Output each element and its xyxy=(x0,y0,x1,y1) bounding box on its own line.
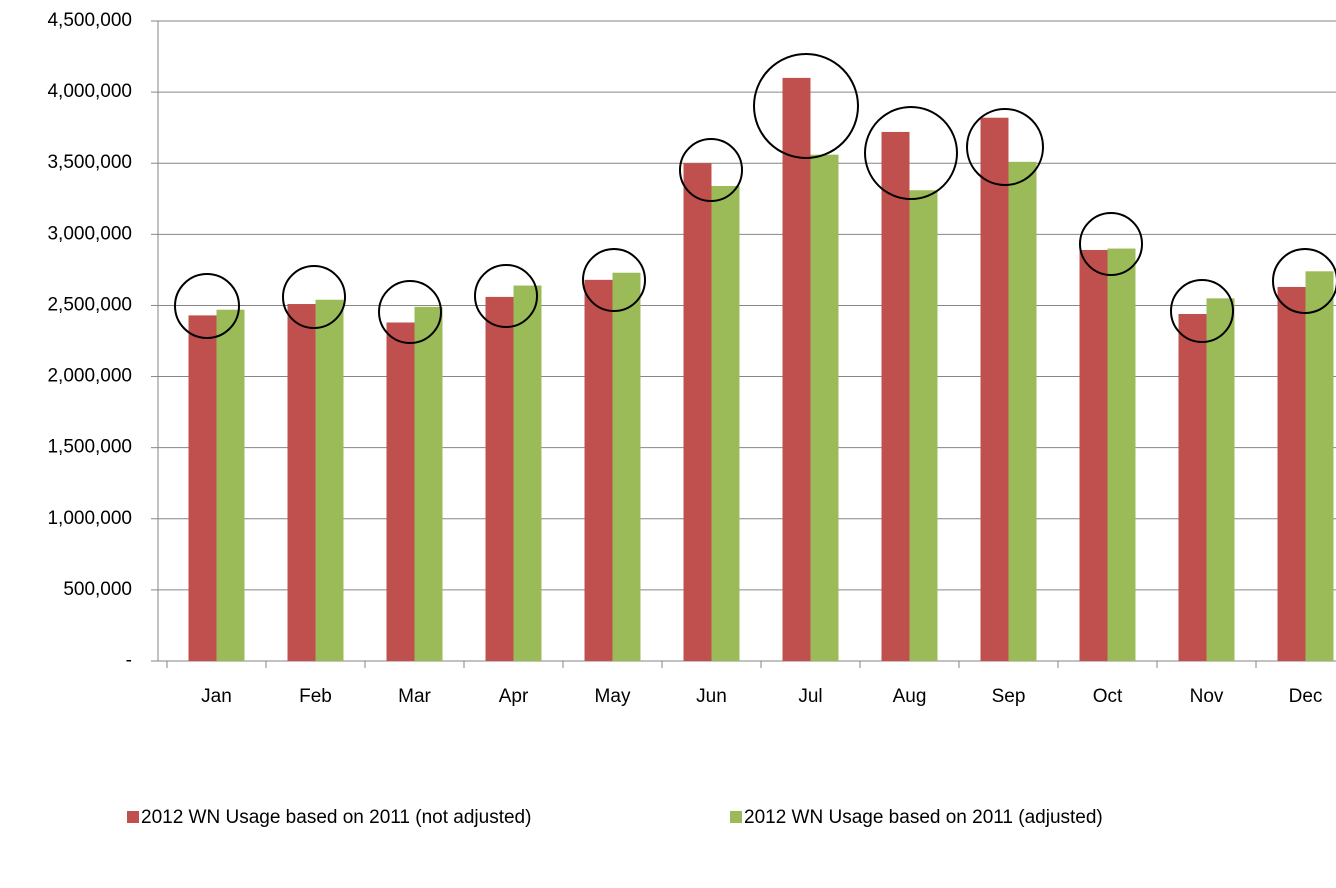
x-tick-label: Feb xyxy=(299,686,332,707)
bar xyxy=(485,296,514,661)
x-tick-label: Oct xyxy=(1093,686,1123,707)
highlight-circle xyxy=(1079,212,1143,276)
highlight-circles xyxy=(174,53,1336,344)
x-tick-label: Apr xyxy=(499,686,529,707)
legend-swatch xyxy=(127,811,139,823)
x-tick-label: Mar xyxy=(398,686,431,707)
bar xyxy=(188,315,217,661)
highlight-circle xyxy=(679,138,743,202)
highlight-circle xyxy=(966,108,1044,186)
bar xyxy=(980,117,1009,661)
highlight-circle xyxy=(378,280,442,344)
bar xyxy=(683,163,712,661)
bar xyxy=(386,322,415,661)
y-tick-label: 3,000,000 xyxy=(47,223,132,244)
bar xyxy=(1277,286,1306,661)
x-tick-label: May xyxy=(595,686,631,707)
bar xyxy=(216,309,245,661)
bar xyxy=(810,154,839,661)
bar xyxy=(1079,249,1108,661)
x-tick-label: Jan xyxy=(201,686,232,707)
x-tick-label: Nov xyxy=(1190,686,1224,707)
bar xyxy=(1206,298,1235,661)
y-tick-label: 4,500,000 xyxy=(47,10,132,31)
bar xyxy=(513,285,542,661)
legend-label: 2012 WN Usage based on 2011 (not adjuste… xyxy=(141,807,531,828)
highlight-circle xyxy=(174,273,240,339)
bar xyxy=(315,299,344,661)
bar xyxy=(612,272,641,661)
bar xyxy=(1305,271,1334,661)
highlight-circle xyxy=(282,265,346,329)
bar xyxy=(782,77,811,661)
x-tick-label: Sep xyxy=(992,686,1026,707)
highlight-circle xyxy=(582,248,646,312)
y-tick-label: 500,000 xyxy=(63,579,132,600)
x-tick-label: Aug xyxy=(893,686,927,707)
highlight-circle xyxy=(474,264,538,328)
bar xyxy=(414,306,443,661)
bar xyxy=(1107,248,1136,662)
legend-label: 2012 WN Usage based on 2011 (adjusted) xyxy=(744,807,1103,828)
highlight-circle xyxy=(1170,279,1234,343)
highlight-circle xyxy=(1272,248,1336,314)
bar xyxy=(1178,313,1207,661)
bar xyxy=(881,131,910,661)
bar xyxy=(287,304,316,661)
bar xyxy=(1008,161,1037,662)
legend-swatch xyxy=(730,811,742,823)
highlight-circle xyxy=(864,106,958,200)
bar xyxy=(909,190,938,661)
x-tick-label: Jun xyxy=(696,686,727,707)
bar xyxy=(584,279,613,661)
y-tick-label: 2,000,000 xyxy=(47,366,132,387)
y-tick-label: 4,000,000 xyxy=(47,81,132,102)
y-tick-label: 3,500,000 xyxy=(47,152,132,173)
y-tick-label: 2,500,000 xyxy=(47,294,132,315)
y-tick-label: - xyxy=(126,650,132,671)
x-tick-label: Dec xyxy=(1289,686,1323,707)
bar xyxy=(711,185,740,661)
y-tick-label: 1,000,000 xyxy=(47,508,132,529)
x-tick-label: Jul xyxy=(798,686,822,707)
y-tick-label: 1,500,000 xyxy=(47,437,132,458)
highlight-circle xyxy=(753,53,859,159)
